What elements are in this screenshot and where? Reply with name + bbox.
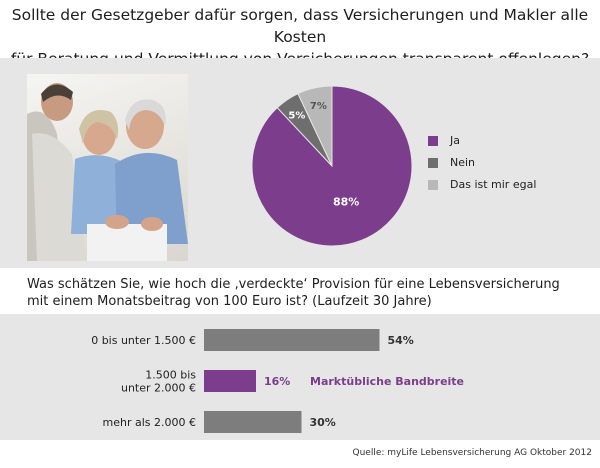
legend-label-0: Ja bbox=[450, 134, 460, 147]
pie-slice-2 bbox=[297, 85, 333, 167]
legend-label-1: Nein bbox=[450, 156, 476, 169]
bar-value-0: 54% bbox=[388, 334, 414, 347]
pie-label-0: 88% bbox=[333, 196, 359, 209]
pie-chart: 88% 5% 7% bbox=[251, 85, 413, 247]
bar-annotation: Marktübliche Bandbreite bbox=[310, 375, 464, 388]
title-line-1: Sollte der Gesetzgeber dafür sorgen, das… bbox=[11, 6, 589, 46]
bar-chart: 0 bis unter 1.500 € 54% 1.500 bis unter 2.0… bbox=[91, 329, 464, 433]
legend-swatch-0 bbox=[428, 136, 438, 146]
bar-category-0: 0 bis unter 1.500 € bbox=[91, 334, 196, 347]
bar-category-1: 1.500 bis unter 2.000 € bbox=[121, 369, 196, 395]
pie-label-1: 5% bbox=[288, 110, 305, 121]
question2-line-2: mit einem Monatsbeitrag von 100 Euro ist… bbox=[27, 294, 432, 309]
photo-advisor-couple-illustration bbox=[27, 83, 188, 261]
pie-label-2: 7% bbox=[310, 101, 327, 112]
bar-2 bbox=[204, 411, 302, 433]
legend-label-2: Das ist mir egal bbox=[450, 178, 537, 191]
legend-swatch-1 bbox=[428, 158, 438, 168]
bar-category-2: mehr als 2.000 € bbox=[103, 416, 196, 429]
bar-value-2: 30% bbox=[310, 416, 336, 429]
legend-swatch-2 bbox=[428, 180, 438, 190]
second-question: Was schätzen Sie, wie hoch die ‚verdeckt… bbox=[27, 276, 587, 310]
bar-0 bbox=[204, 329, 380, 351]
source-note: Quelle: myLife Lebensversicherung AG Okt… bbox=[352, 448, 592, 458]
bar-1 bbox=[204, 370, 256, 392]
question2-line-1: Was schätzen Sie, wie hoch die ‚verdeckt… bbox=[27, 277, 560, 292]
photo-advisor-couple bbox=[27, 74, 188, 261]
bar-value-1: 16% bbox=[264, 375, 290, 388]
